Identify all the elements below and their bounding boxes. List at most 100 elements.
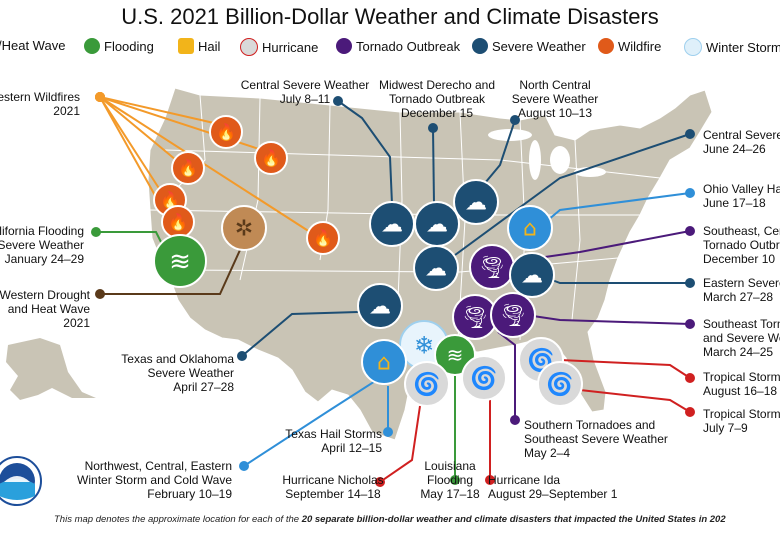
connector-line xyxy=(379,405,421,483)
svg-text:🌀: 🌀 xyxy=(546,371,573,398)
event-label-midwest-derecho: Midwest Derecho and Tornado Outbreak Dece… xyxy=(378,78,496,120)
flooding-icon: ≋ xyxy=(153,234,207,288)
event-label-california-flooding: California Flooding d Severe WeatherJanu… xyxy=(0,224,84,266)
hail-icon: ⌂ xyxy=(361,339,407,385)
connector-lines xyxy=(91,92,695,487)
svg-text:🌪: 🌪 xyxy=(478,256,506,281)
tornado-icon xyxy=(336,38,352,54)
legend-item-hail: Hail xyxy=(178,38,220,54)
tornado-icon: 🌪 xyxy=(469,244,515,290)
connector-line xyxy=(99,96,177,161)
svg-text:⌂: ⌂ xyxy=(523,217,537,242)
connector-dot xyxy=(685,226,695,236)
wildfire-icon: 🔥 xyxy=(306,221,340,255)
severe-icon: ☁ xyxy=(453,179,499,225)
connector-dot xyxy=(91,227,101,237)
tornado-icon: 🌪 xyxy=(490,292,536,338)
connector-dot xyxy=(428,123,438,133)
connector-line xyxy=(547,192,691,221)
severe-icon: ☁ xyxy=(369,201,415,247)
svg-text:🌀: 🌀 xyxy=(413,371,440,398)
severe-weather-icon xyxy=(472,38,488,54)
event-label-western-drought: Western Drought and Heat Wave 2021 xyxy=(0,288,90,330)
legend-label: Hail xyxy=(198,38,221,54)
svg-text:≋: ≋ xyxy=(447,343,464,367)
legend-item-flooding: Flooding xyxy=(84,38,154,54)
connector-dot xyxy=(685,407,695,417)
svg-text:⌂: ⌂ xyxy=(377,351,391,376)
hail-icon xyxy=(178,38,194,54)
connector-line xyxy=(99,96,311,233)
hurricane-icon: 🌀 xyxy=(537,361,583,407)
event-label-texas-oklahoma: Texas and Oklahoma Severe Weather April 2… xyxy=(121,352,234,394)
event-label-louisiana-flooding: Louisiana Flooding May 17–18 xyxy=(420,459,480,501)
connector-line xyxy=(579,389,691,413)
connector-dot xyxy=(510,415,520,425)
svg-text:🔥: 🔥 xyxy=(216,123,236,142)
connector-line xyxy=(241,311,359,357)
svg-text:🌪: 🌪 xyxy=(499,304,527,329)
noaa-logo xyxy=(0,456,42,506)
connector-line xyxy=(454,133,691,256)
legend-item-winter: Winter Storm/ xyxy=(684,38,780,56)
severe-icon: ☁ xyxy=(357,283,403,329)
svg-text:🔥: 🔥 xyxy=(261,149,281,168)
connector-dot xyxy=(375,477,385,487)
connector-line xyxy=(484,119,516,184)
connector-dot xyxy=(685,188,695,198)
connector-dot xyxy=(383,427,393,437)
svg-text:🔥: 🔥 xyxy=(313,229,333,248)
connector-line xyxy=(100,249,241,295)
legend-label: Flooding xyxy=(104,38,154,54)
hurricane-icon: 🌀 xyxy=(404,361,450,407)
connector-line xyxy=(99,96,215,124)
event-label-central-severe-june: Central Severe June 24–26 xyxy=(703,128,780,156)
flooding-icon xyxy=(84,38,100,54)
hurricane-icon: 🌀 xyxy=(461,355,507,401)
svg-text:☁: ☁ xyxy=(369,295,391,320)
event-label-eastern-severe: Eastern Severe March 27–28 xyxy=(703,276,780,304)
legend-label: Winter Storm/ xyxy=(706,39,780,55)
connector-line xyxy=(99,96,163,194)
connector-dot xyxy=(485,475,495,485)
legend-label: Wildfire xyxy=(618,38,662,54)
svg-text:✲: ✲ xyxy=(235,217,253,242)
severe-icon: ☁ xyxy=(413,245,459,291)
event-label-central-severe-weather: Central Severe Weather July 8–11 xyxy=(240,78,370,106)
svg-text:☁: ☁ xyxy=(425,257,447,282)
connector-dot xyxy=(237,351,247,361)
event-icons: 🔥🔥🔥🔥🔥🔥✲≋☁ ☁☁☁⌂🌪 ☁☁❄🌪 🌪⌂ ≋🌀 🌀🌀🌀 xyxy=(153,115,583,407)
connector-dot xyxy=(239,461,249,471)
wildfire-icon xyxy=(598,38,614,54)
hurricane-icon: 🌀 xyxy=(518,337,564,383)
svg-text:🌀: 🌀 xyxy=(470,365,497,392)
connector-line xyxy=(551,279,690,284)
page-title: U.S. 2021 Billion-Dollar Weather and Cli… xyxy=(121,4,659,29)
severe-icon: ☁ xyxy=(414,201,460,247)
event-label-winter-storm: Northwest, Central, Eastern Winter Storm… xyxy=(77,459,232,501)
svg-text:≋: ≋ xyxy=(169,247,191,277)
legend-item-hurricane: Hurricane xyxy=(240,38,318,56)
svg-text:☁: ☁ xyxy=(381,213,403,238)
connector-line xyxy=(497,331,516,420)
event-label-southern-tornadoes: Southern Tornadoes and Southeast Severe … xyxy=(524,418,668,460)
event-label-north-central: North Central Severe Weather August 10–13 xyxy=(511,78,599,120)
svg-text:☁: ☁ xyxy=(465,191,487,216)
event-label-southeast-tornado-dec: Southeast, Cen Tornado OutbreDecember 10 xyxy=(703,224,780,266)
connector-dot xyxy=(95,289,105,299)
wildfire-icon: 🔥 xyxy=(171,151,205,185)
legend-item-tornado: Tornado Outbreak xyxy=(336,38,460,54)
connector-dot xyxy=(333,96,343,106)
event-label-hurricane-ida: Hurricane Ida August 29–September 1 xyxy=(488,473,618,501)
connector-dot xyxy=(450,475,460,485)
svg-text:☁: ☁ xyxy=(426,213,448,238)
legend-label: Hurricane xyxy=(262,39,319,55)
connector-line xyxy=(532,315,691,325)
event-label-tropical-storm-aug: Tropical Storm August 16–18 xyxy=(703,370,780,398)
hail-icon: ⌂ xyxy=(507,205,553,251)
connector-line xyxy=(337,100,393,205)
legend-item-wildfire: Wildfire xyxy=(598,38,661,54)
event-label-tropical-storm-jul: Tropical Storm July 7–9 xyxy=(703,407,780,435)
connector-dot xyxy=(685,129,695,139)
